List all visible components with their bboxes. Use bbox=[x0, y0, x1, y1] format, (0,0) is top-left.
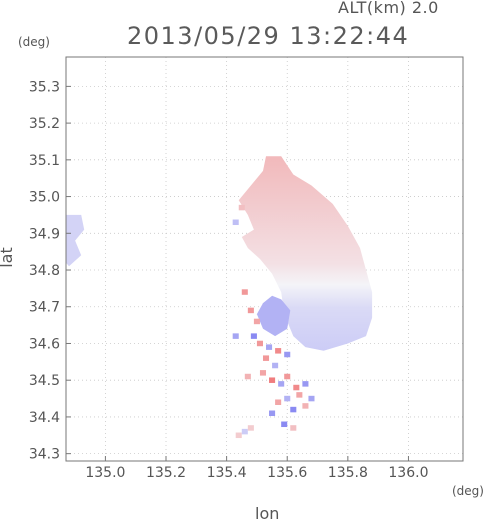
heatmap-cell bbox=[262, 355, 270, 361]
heatmap-cell bbox=[293, 384, 300, 391]
grid-lines bbox=[66, 57, 463, 461]
y-tick-label: 35.2 bbox=[29, 116, 60, 132]
heatmap-cell bbox=[266, 344, 273, 350]
plot-frame bbox=[65, 56, 464, 462]
heatmap-cell bbox=[256, 340, 263, 347]
x-axis-label: lon bbox=[255, 504, 280, 523]
heatmap-cell bbox=[247, 307, 254, 314]
x-tick-label: 136.0 bbox=[388, 465, 428, 481]
y-axis-unit: (deg) bbox=[18, 35, 50, 49]
x-tick-label: 135.2 bbox=[146, 465, 186, 481]
y-tick-label: 34.8 bbox=[29, 263, 60, 279]
heatmap-cell bbox=[269, 377, 276, 383]
region-west bbox=[66, 214, 85, 267]
x-axis-unit: (deg) bbox=[452, 484, 484, 498]
heatmap-cell bbox=[241, 428, 248, 435]
y-tick-label: 34.3 bbox=[29, 447, 60, 463]
heatmap-cell bbox=[241, 289, 248, 295]
heatmap-cell bbox=[284, 395, 291, 402]
x-tick-label: 135.0 bbox=[85, 465, 125, 481]
y-tick-label: 35.0 bbox=[29, 190, 60, 206]
heatmap-cell bbox=[235, 432, 242, 439]
chart-timestamp: 2013/05/29 13:22:44 bbox=[127, 22, 410, 50]
heatmap-cell bbox=[284, 351, 291, 358]
y-tick-label: 35.1 bbox=[29, 153, 60, 169]
region-sw-blob bbox=[256, 295, 291, 337]
heatmap-cell bbox=[281, 421, 288, 428]
y-tick-label: 34.4 bbox=[29, 410, 60, 426]
heatmap-cell bbox=[284, 373, 291, 380]
y-tick-label: 35.3 bbox=[29, 79, 60, 95]
heatmap-cell bbox=[302, 403, 309, 409]
heatmap-cell bbox=[275, 399, 282, 405]
x-tick-label: 135.4 bbox=[207, 465, 247, 481]
heatmap-cell bbox=[232, 333, 239, 339]
heatmap-cell bbox=[302, 381, 309, 387]
heatmap-cell bbox=[250, 333, 257, 339]
heatmap-cell bbox=[290, 406, 297, 413]
heatmap-cell bbox=[290, 425, 297, 431]
heatmap-cell bbox=[259, 370, 267, 376]
y-tick-label: 34.5 bbox=[29, 373, 60, 389]
data-layer bbox=[66, 156, 373, 439]
x-tick-label: 135.8 bbox=[328, 465, 368, 481]
heatmap-cell bbox=[247, 425, 254, 431]
heatmap-cell bbox=[296, 392, 303, 398]
altitude-label: ALT(km) 2.0 bbox=[338, 0, 439, 17]
y-tick-label: 34.6 bbox=[29, 336, 60, 352]
heatmap-cell bbox=[269, 410, 276, 417]
heatmap-cell bbox=[272, 362, 279, 369]
heatmap-cell bbox=[232, 219, 239, 226]
axis-ticks: 135.0 135.2 135.4 135.6 135.8 136.0 35.3 35.2 35… bbox=[29, 79, 429, 481]
region-main bbox=[238, 156, 373, 351]
heatmap-cell bbox=[275, 348, 282, 354]
y-tick-label: 34.9 bbox=[29, 226, 60, 242]
heatmap-cell bbox=[278, 381, 285, 387]
x-tick-label: 135.6 bbox=[267, 465, 307, 481]
heatmap-cell bbox=[244, 373, 251, 380]
y-tick-label: 34.7 bbox=[29, 300, 60, 316]
heatmap-cell bbox=[238, 204, 245, 211]
heatmap-cell bbox=[253, 318, 260, 325]
heatmap-cell bbox=[308, 395, 315, 402]
